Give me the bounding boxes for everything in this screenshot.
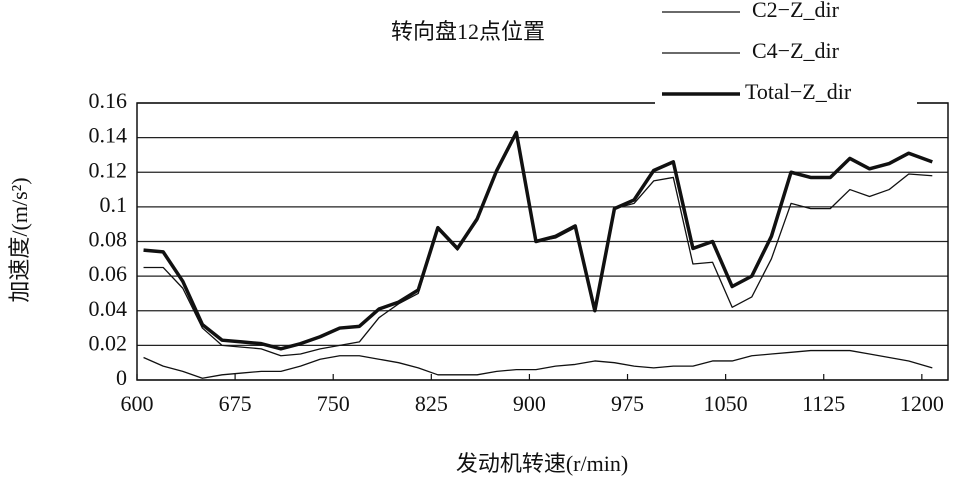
- legend-label: C4−Z_dir: [752, 38, 840, 63]
- y-tick-label: 0: [116, 365, 127, 390]
- legend-label: C2−Z_dir: [752, 0, 840, 22]
- x-tick-label: 1200: [900, 391, 944, 416]
- x-tick-label: 1050: [704, 391, 748, 416]
- chart-title: 转向盘12点位置: [391, 19, 545, 44]
- data-line: [143, 130, 933, 351]
- data-line: [143, 349, 933, 379]
- data-line: [143, 133, 933, 357]
- legend-label: Total−Z_dir: [745, 79, 852, 104]
- y-tick-label: 0.08: [89, 227, 128, 252]
- y-tick-label: 0.14: [89, 123, 128, 148]
- y-tick-label: 0.02: [89, 330, 128, 355]
- x-tick-label: 900: [513, 391, 546, 416]
- x-tick-label: 1125: [802, 391, 845, 416]
- x-tick-label: 750: [317, 391, 350, 416]
- plot-frame: [136, 102, 949, 381]
- y-tick-label: 0.1: [100, 192, 128, 217]
- y-axis-label: 加速度/(m/s²): [7, 177, 32, 302]
- y-tick-label: 0.12: [89, 157, 128, 182]
- y-tick-label: 0.06: [89, 261, 128, 286]
- x-tick-label: 975: [611, 391, 644, 416]
- x-tick-label: 600: [121, 391, 154, 416]
- y-tick-label: 0.04: [89, 296, 128, 321]
- x-axis-label: 发动机转速(r/min): [456, 451, 628, 476]
- x-tick-label: 675: [219, 391, 252, 416]
- y-tick-label: 0.16: [89, 88, 128, 113]
- x-tick-label: 825: [415, 391, 448, 416]
